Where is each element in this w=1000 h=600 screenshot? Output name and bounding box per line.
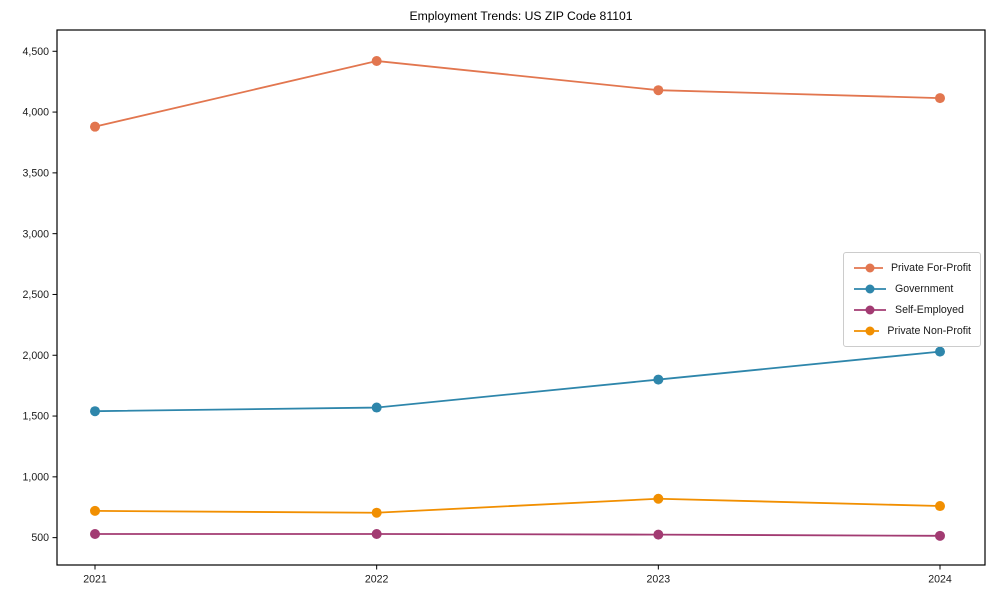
legend-marker-self-employed-icon [854,305,886,315]
x-tick-label: 2024 [928,574,952,586]
legend: Private For-Profit Government Self-Employe… [843,252,981,347]
legend-label-private-for-profit: Private For-Profit [890,262,971,274]
legend-marker-private-non-profit-icon [854,326,880,336]
data-point-government [371,402,382,413]
data-point-private-non-profit [935,501,945,512]
data-point-self-employed [653,529,664,540]
data-point-private-non-profit [90,505,100,516]
data-point-government [653,374,664,385]
legend-entry-government: Government [853,281,971,297]
series-line-private-non-profit [94,497,941,514]
y-tick-label: 3,000 [22,228,49,240]
legend-dot-private-non-profit [865,326,875,336]
series-line-self-employed [95,533,941,537]
x-tick-label: 2023 [647,574,671,586]
x-tick-label: 2022 [365,574,389,586]
data-point-government [935,346,945,357]
y-tick-label: 500 [31,532,49,544]
data-point-private-for-profit [935,93,945,104]
legend-marker-government-icon [854,284,886,294]
y-tick-label: 4,500 [22,46,49,58]
chart-title: Employment Trends: US ZIP Code 81101 [409,9,633,23]
legend-label-private-non-profit: Private Non-Profit [887,325,971,337]
legend-dot-private-for-profit [865,263,875,273]
y-tick-label: 2,500 [22,289,49,301]
y-tick-label: 3,500 [22,167,49,179]
legend-dot-government [865,284,875,294]
y-tick-label: 2,000 [22,350,49,362]
y-tick-label: 1,000 [22,471,49,483]
legend-label-self-employed: Self-Employed [895,304,964,316]
legend-entry-private-for-profit: Private For-Profit [853,260,971,276]
data-point-self-employed [935,530,945,541]
data-point-self-employed [371,528,382,539]
data-point-private-non-profit [653,493,664,504]
data-point-private-for-profit [371,56,382,67]
plot-border [56,29,986,566]
y-tick-label: 1,500 [22,411,49,423]
data-point-private-for-profit [90,121,100,132]
legend-entry-self-employed: Self-Employed [853,302,971,318]
y-tick-label: 4,000 [22,107,49,119]
legend-dot-self-employed [865,305,875,315]
data-point-private-non-profit [371,507,382,518]
data-point-private-for-profit [653,85,664,96]
series-line-government [94,350,941,413]
series-line-private-for-profit [94,60,941,128]
data-point-government [90,406,100,417]
data-point-self-employed [90,528,100,539]
x-tick-label: 2021 [83,574,107,586]
legend-entry-private-non-profit: Private Non-Profit [853,323,971,339]
legend-marker-private-for-profit-icon [854,263,883,273]
legend-label-government: Government [895,283,954,295]
